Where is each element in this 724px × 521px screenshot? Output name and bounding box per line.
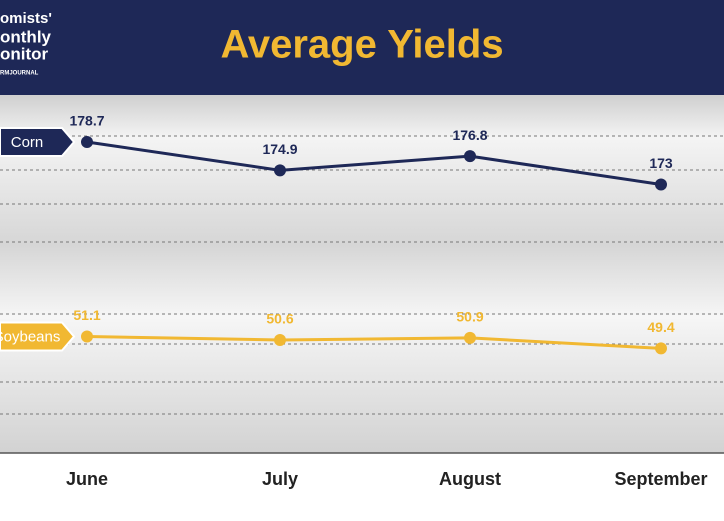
data-point (274, 164, 286, 177)
series-line (86, 140, 662, 186)
logo-text: omists' (0, 10, 52, 27)
data-point (81, 135, 93, 148)
logo-text: onitor (0, 44, 49, 63)
data-label: 173 (649, 155, 673, 171)
x-tick-label: September (614, 469, 707, 489)
data-point (655, 342, 667, 355)
logo-text: RMJOURNAL (0, 71, 39, 77)
legend-label: Corn (11, 134, 44, 151)
data-label: 178.7 (69, 113, 104, 129)
data-label: 50.9 (456, 309, 483, 325)
data-point (274, 333, 286, 346)
data-point (464, 331, 476, 344)
grid (0, 135, 724, 415)
data-label: 176.8 (452, 127, 487, 143)
data-point (81, 330, 93, 343)
x-tick-label: June (66, 469, 108, 489)
x-tick-label: July (262, 469, 298, 489)
logo-text: onthly (0, 27, 52, 46)
data-label: 51.1 (73, 307, 100, 323)
header (0, 0, 724, 95)
data-label: 49.4 (647, 319, 674, 335)
chart-title: Average Yields (220, 23, 503, 67)
legend-label: Soybeans (0, 328, 60, 345)
series-line (86, 334, 662, 350)
plot-area (0, 95, 724, 453)
data-label: 174.9 (262, 141, 297, 157)
data-point (655, 178, 667, 191)
logo: omists' onthly onitor RMJOURNAL (0, 10, 52, 77)
data-point (464, 150, 476, 163)
x-tick-label: August (439, 469, 501, 489)
data-label: 50.6 (266, 311, 293, 327)
legend-tag (0, 321, 76, 352)
legend-tag (0, 126, 76, 157)
